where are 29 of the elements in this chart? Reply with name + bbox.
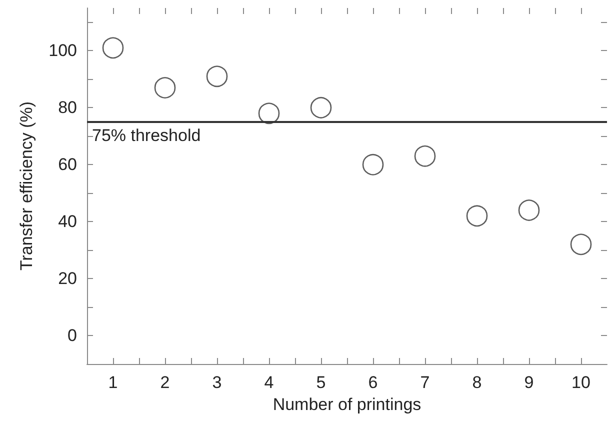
point <box>154 77 176 98</box>
x-tick-label: 9 <box>524 373 534 392</box>
point <box>102 37 124 59</box>
x-tick-label: 4 <box>264 373 274 392</box>
ref-line-label: 75% threshold <box>92 126 201 145</box>
x-tick-label: 10 <box>572 373 590 392</box>
point <box>466 205 488 227</box>
y-axis-title: Transfer efficiency (%) <box>17 101 36 271</box>
x-tick-label: 5 <box>316 373 326 392</box>
point <box>258 102 280 124</box>
x-tick-label: 1 <box>108 373 118 392</box>
point <box>518 200 540 221</box>
y-tick-label: 80 <box>58 98 77 118</box>
x-tick-label: 7 <box>420 373 430 392</box>
y-tick-label: 60 <box>58 155 77 174</box>
x-tick-label: 8 <box>472 373 482 392</box>
x-axis-title: Number of printings <box>272 395 422 414</box>
point <box>206 66 228 87</box>
point <box>570 234 592 256</box>
y-tick-label: 100 <box>48 41 77 60</box>
y-tick-label: 0 <box>68 326 77 346</box>
y-tick-label: 40 <box>58 212 77 232</box>
point <box>362 154 384 176</box>
point <box>414 145 436 167</box>
point <box>310 97 332 118</box>
x-tick-label: 3 <box>212 373 222 392</box>
x-tick-label: 6 <box>368 373 378 392</box>
y-tick-label: 20 <box>58 269 77 288</box>
x-tick-label: 2 <box>160 373 170 392</box>
